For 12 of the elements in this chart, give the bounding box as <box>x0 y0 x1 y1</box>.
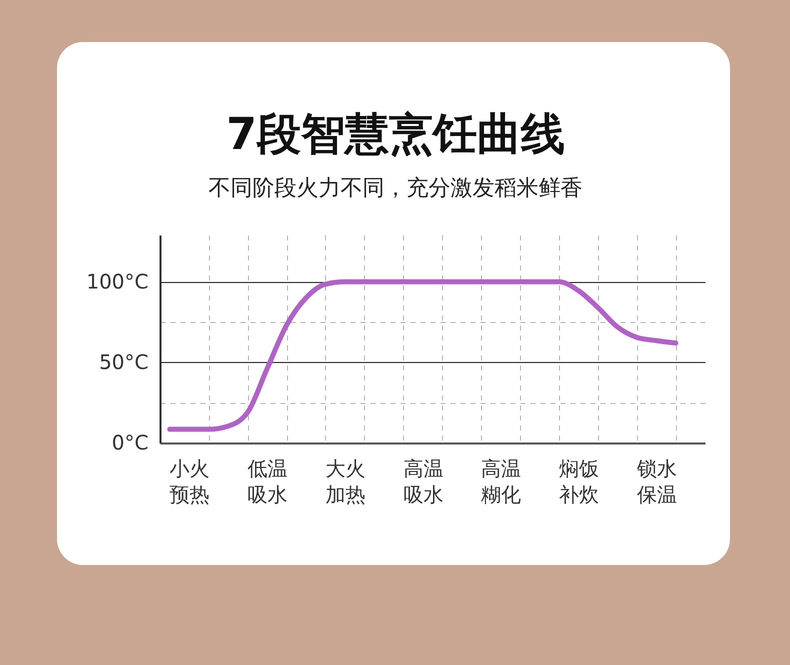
x-tick-label: 低温吸水 <box>248 456 288 506</box>
x-tick-label: 高温糊化 <box>481 456 522 506</box>
x-tick-label: 锁水保温 <box>636 456 677 506</box>
y-tick-label: 50°C <box>99 350 148 374</box>
x-tick-label: 小火预热 <box>170 456 210 506</box>
y-tick-label: 0°C <box>112 430 148 454</box>
x-tick-label: 焖饭补炊 <box>558 456 599 506</box>
x-tick-label: 高温吸水 <box>403 456 444 506</box>
y-tick-label: 100°C <box>86 269 148 294</box>
x-tick-label: 大火加热 <box>325 456 366 506</box>
chart-title: 7段智慧烹饪曲线 <box>226 109 565 160</box>
chart-subtitle: 不同阶段火力不同，充分激发稻米鲜香 <box>208 176 582 201</box>
